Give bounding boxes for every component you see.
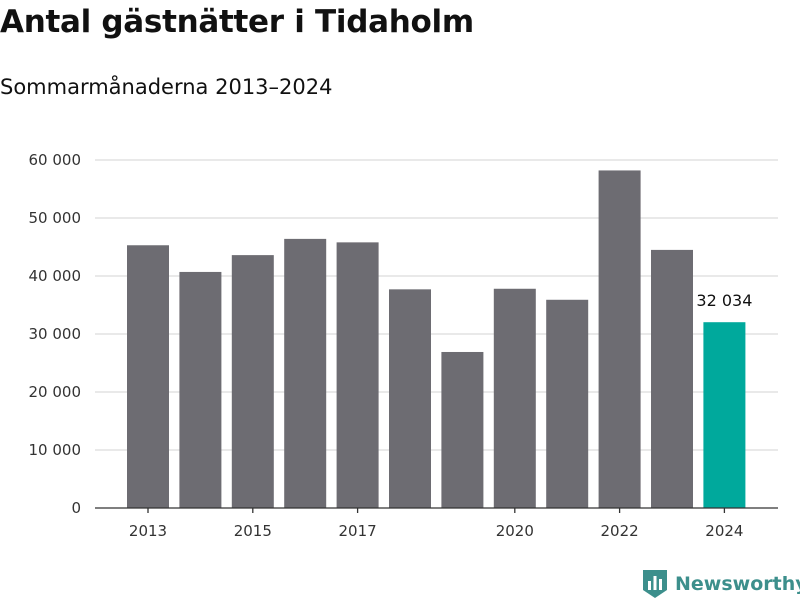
x-tick-label: 2013 (129, 522, 167, 540)
chart-title: Antal gästnätter i Tidaholm (0, 4, 474, 40)
y-tick-label: 0 (71, 499, 81, 517)
x-tick-label: 2015 (234, 522, 272, 540)
bar-chart-shield-icon (643, 570, 667, 598)
bar-2015 (231, 255, 274, 508)
y-tick-label: 60 000 (29, 151, 82, 169)
bar-2021 (546, 299, 589, 508)
x-tick-label: 2024 (705, 522, 743, 540)
bar-2024 (703, 322, 746, 508)
bar-2023 (651, 249, 693, 508)
bar-2020 (493, 288, 536, 508)
chart-subtitle: Sommarmånaderna 2013–2024 (0, 75, 333, 99)
x-tick-label: 2022 (601, 522, 639, 540)
x-tick-label: 2020 (496, 522, 534, 540)
y-tick-label: 30 000 (29, 325, 82, 343)
y-tick-label: 50 000 (29, 209, 82, 227)
bar-2017 (336, 242, 379, 509)
y-tick-label: 20 000 (29, 383, 82, 401)
x-tick-label: 2017 (339, 522, 377, 540)
bar-2013 (127, 245, 169, 508)
bar-2019 (441, 351, 484, 508)
y-tick-label: 40 000 (29, 267, 82, 285)
bar-2014 (179, 271, 222, 508)
bar-2016 (284, 238, 327, 508)
bar-2018 (389, 289, 431, 508)
data-label: 32 034 (696, 291, 752, 310)
brand-logo: Newsworthy (643, 568, 800, 600)
y-tick-label: 10 000 (29, 441, 82, 459)
bar-2022 (598, 170, 641, 508)
brand-name: Newsworthy (675, 573, 800, 595)
